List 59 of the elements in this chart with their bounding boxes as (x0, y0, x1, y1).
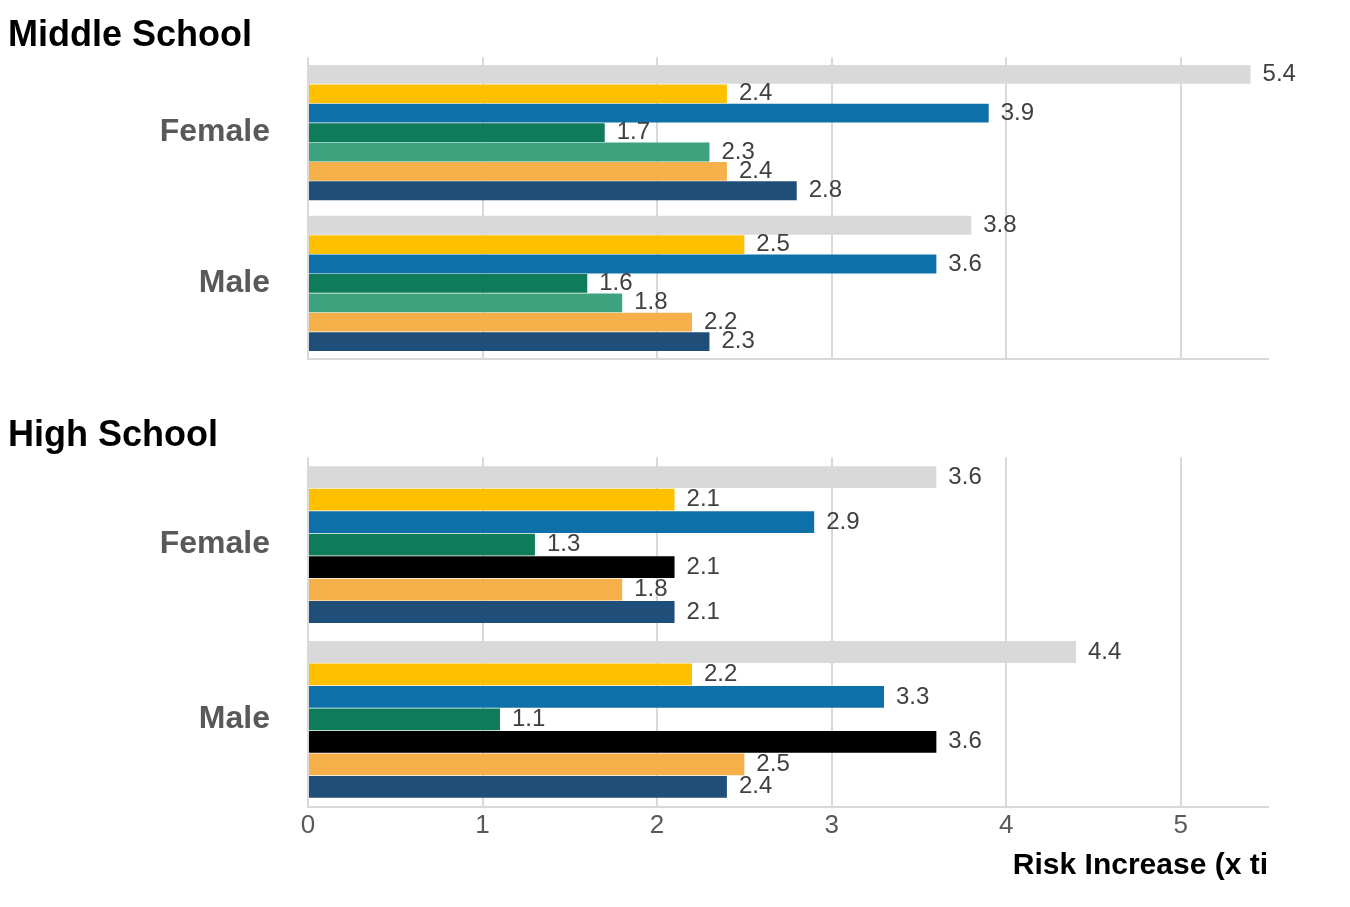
data-label: 3.6 (948, 248, 982, 276)
data-label: 2.8 (808, 175, 843, 203)
x-tick-label: 0 (300, 808, 316, 839)
data-label: 1.6 (599, 268, 633, 296)
bar (309, 488, 675, 511)
data-label: 2.2 (704, 659, 738, 687)
bar (309, 578, 623, 601)
x-tick-label: 1 (475, 808, 490, 839)
bar (309, 556, 675, 578)
bar (309, 235, 745, 255)
chart-title: High School (8, 412, 218, 454)
data-label: 1.3 (546, 529, 581, 557)
data-label: 1.1 (512, 704, 546, 732)
bar (309, 312, 692, 332)
y-tick-label: Female (159, 524, 270, 561)
data-label: 1.7 (616, 117, 651, 145)
x-tick-label: 4 (998, 808, 1014, 839)
x-axis-title: Risk Increase (x ti (1012, 847, 1268, 881)
bar (309, 730, 937, 753)
data-label: 3.9 (1000, 97, 1035, 125)
data-label: 4.4 (1088, 636, 1122, 664)
bar (309, 332, 710, 351)
bar (309, 123, 605, 142)
bar (309, 663, 692, 686)
y-tick-label: Male (198, 699, 270, 736)
bar (309, 511, 815, 534)
bar (309, 103, 989, 123)
data-label: 3.3 (896, 681, 930, 709)
bar (309, 142, 710, 162)
data-label: 2.9 (826, 506, 860, 534)
bar (309, 775, 727, 798)
x-tick-label: 2 (649, 808, 665, 839)
x-tick-label: 3 (824, 808, 839, 839)
bar (309, 708, 500, 731)
chart-title: Middle School (8, 12, 253, 54)
bar (309, 533, 535, 556)
data-label: 2.1 (686, 551, 720, 579)
bar (309, 181, 797, 201)
data-label: 3.6 (948, 726, 982, 754)
bar (309, 601, 675, 623)
data-label: 2.1 (686, 484, 720, 512)
bar (309, 686, 884, 708)
data-label: 2.5 (756, 229, 790, 257)
data-label: 5.4 (1262, 59, 1296, 87)
bar (309, 84, 727, 104)
x-tick-label: 5 (1173, 808, 1188, 839)
data-label: 2.4 (738, 78, 773, 106)
data-label: 1.8 (634, 574, 668, 602)
bar (309, 274, 588, 293)
data-label: 3.8 (983, 209, 1017, 237)
bar (309, 293, 623, 313)
y-tick-label: Female (159, 112, 270, 149)
bar (309, 161, 727, 181)
data-label: 2.1 (686, 596, 720, 624)
y-tick-label: Male (198, 263, 270, 300)
data-label: 1.8 (634, 287, 668, 315)
bar (309, 753, 745, 776)
bar (309, 254, 937, 274)
data-label: 3.6 (948, 461, 982, 489)
